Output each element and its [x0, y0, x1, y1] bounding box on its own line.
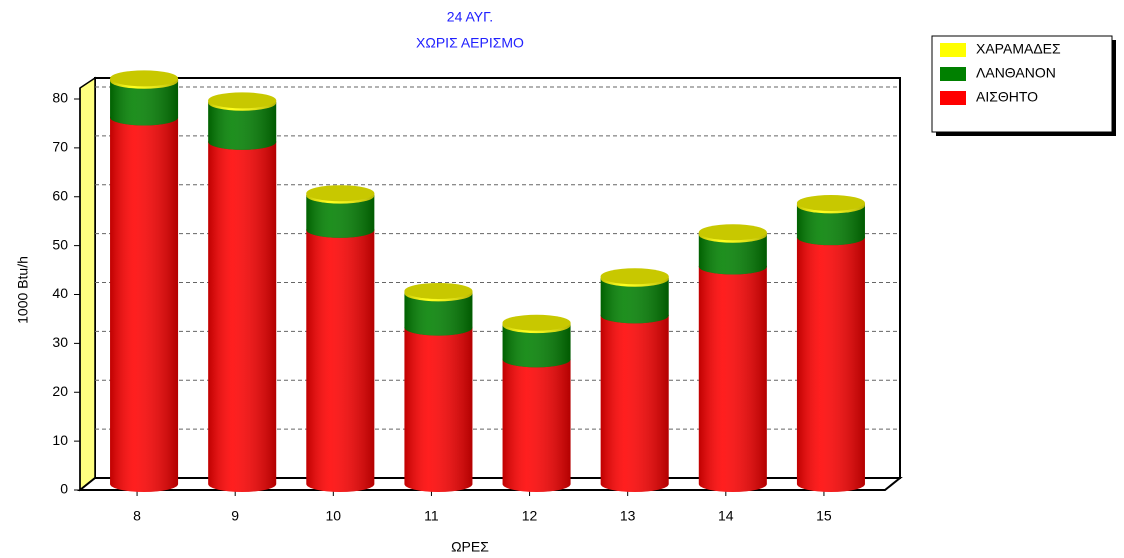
bar-shade: [502, 325, 571, 368]
x-tick-label: 13: [620, 508, 636, 524]
x-tick-label: 11: [424, 508, 439, 524]
legend-label: ΑΙΣΘΗΤΟ: [976, 89, 1038, 105]
bar-cap: [404, 282, 473, 299]
legend-label: ΛΑΝΘΑΝΟΝ: [976, 65, 1056, 81]
x-axis-label: ΩΡΕΣ: [451, 539, 489, 555]
x-tick-label: 8: [133, 508, 141, 524]
y-axis-label: 1000 Btu/h: [15, 256, 31, 324]
bar-shade: [306, 229, 375, 492]
bar-shade: [110, 117, 179, 492]
y-tick-label: 40: [52, 285, 68, 301]
bar-cap: [600, 268, 669, 285]
bar-shade: [502, 359, 571, 492]
bar-shade: [600, 278, 669, 324]
floor: [77, 477, 903, 491]
bar-shade: [404, 327, 473, 492]
chart-title: 24 ΑΥΓ.: [447, 9, 493, 25]
x-tick-label: 9: [231, 508, 239, 524]
bar-shade: [208, 102, 277, 150]
bar-cap: [110, 70, 179, 87]
x-tick-label: 15: [816, 508, 832, 524]
bar-shade: [208, 141, 277, 492]
y-tick-label: 0: [60, 481, 68, 497]
bar-shade: [796, 205, 865, 246]
bar-cap: [306, 185, 375, 202]
chart-subtitle: ΧΩΡΙΣ ΑΕΡΙΣΜΟ: [416, 35, 524, 51]
y-tick-label: 50: [52, 236, 68, 252]
bar-shade: [698, 266, 767, 492]
bar-shade: [110, 80, 179, 126]
y-tick-label: 60: [52, 187, 68, 203]
x-tick-label: 14: [718, 508, 734, 524]
bar-cap: [796, 194, 865, 211]
side-wall: [79, 76, 96, 492]
plot-walls: [77, 76, 903, 492]
legend-swatch: [940, 43, 966, 57]
bar-shade: [600, 315, 669, 492]
legend: ΧΑΡΑΜΑΔΕΣ ΛΑΝΘΑΝΟΝ ΑΙΣΘΗΤΟ: [931, 35, 1116, 136]
y-tick-label: 20: [52, 383, 68, 399]
legend-swatch: [940, 67, 966, 81]
bar-shade: [698, 234, 767, 275]
x-tick-label: 12: [522, 508, 538, 524]
bar-shade: [306, 195, 375, 238]
x-tick-label: 10: [326, 508, 342, 524]
y-tick-label: 30: [52, 334, 68, 350]
y-tick-label: 80: [52, 90, 68, 106]
bar-shade: [796, 237, 865, 492]
y-tick-label: 10: [52, 432, 68, 448]
bar-shade: [404, 293, 473, 336]
bar-cap: [502, 314, 571, 331]
y-tick-label: 70: [52, 139, 68, 155]
legend-swatch: [940, 91, 966, 105]
legend-label: ΧΑΡΑΜΑΔΕΣ: [976, 41, 1061, 57]
bar-cap: [698, 224, 767, 241]
bar-cap: [208, 92, 277, 109]
